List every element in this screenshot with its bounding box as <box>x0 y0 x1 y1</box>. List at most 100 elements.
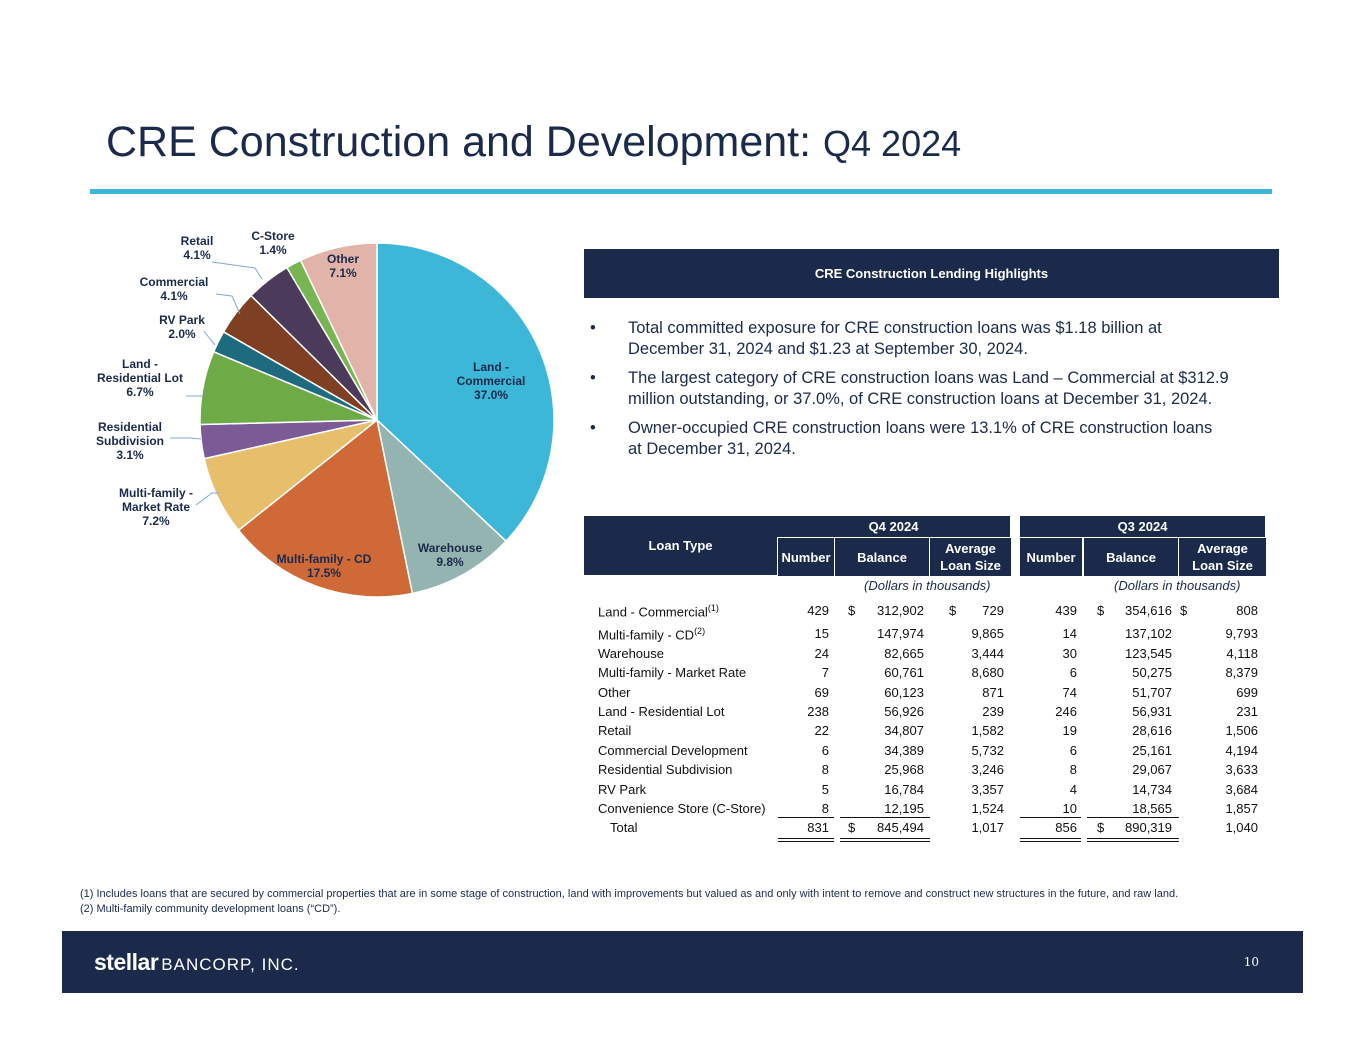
cell-q3-number: 4 <box>1069 781 1077 797</box>
cell-q3-avg: 1,506 <box>1225 723 1258 739</box>
logo-stellar: stellar <box>94 949 159 975</box>
cell-q3-balance: 25,161 <box>1132 742 1172 758</box>
table-row: Warehouse 24 82,665 3,444 30 123,545 4,118 <box>584 644 1284 663</box>
cell-q4-avg: 3,444 <box>971 645 1004 661</box>
cell-q3-avg: 699 <box>1236 684 1258 700</box>
row-label: Retail <box>598 723 632 739</box>
bullet-dot: • <box>590 369 596 387</box>
cell-q3-balance: 29,067 <box>1132 762 1172 778</box>
logo-bancorp: BANCORP, INC. <box>161 955 300 974</box>
footnotes: (1) Includes loans that are secured by c… <box>80 887 1178 917</box>
cell-q3-number: 246 <box>1055 704 1077 719</box>
cell-q4-avg: 729 <box>982 603 1004 618</box>
cell-q4-number: 7 <box>821 665 829 681</box>
total-underline <box>1020 838 1081 840</box>
cell-q4-number: 5 <box>821 781 829 797</box>
total-underline <box>1087 817 1179 819</box>
cell-q4-avg: 871 <box>982 684 1004 700</box>
q3-units-note: (Dollars in thousands) <box>1114 578 1241 593</box>
cell-q3-avg: 231 <box>1236 704 1258 719</box>
cell-q3-balance: 51,707 <box>1132 684 1172 700</box>
cell-q4-number: 238 <box>807 704 829 719</box>
cell-q3-number: 30 <box>1062 645 1077 661</box>
cell-q3-balance: 18,565 <box>1132 801 1172 816</box>
q3-number-header: Number <box>1020 538 1082 576</box>
pie-label-rv-park: RV Park 2.0% <box>159 313 205 341</box>
q4-balance-header: Balance <box>834 538 929 576</box>
row-label: Land - Commercial(1) <box>598 603 719 620</box>
pie-label-c-store: C-Store 1.4% <box>251 229 295 257</box>
cell-q3-number: 8 <box>1069 762 1077 778</box>
table-row: Total 831 845,494 1,017 856 890,319 1,040 $ $ <box>584 818 1284 837</box>
pie-label-land-commercial: Land -Commercial 37.0% <box>457 360 526 402</box>
cell-q4-avg: 1,582 <box>971 723 1004 739</box>
pie-slice-warehouse <box>375 417 508 595</box>
row-label: Convenience Store (C-Store) <box>598 801 766 816</box>
cell-q3-avg: 8,379 <box>1225 665 1258 681</box>
total-underline <box>1087 838 1179 840</box>
cell-q3-number: 6 <box>1069 665 1077 681</box>
highlight-bullet: • Owner-occupied CRE construction loans w… <box>590 418 1230 459</box>
cell-q4-balance: 312,902 <box>877 603 924 618</box>
table-row: RV Park 5 16,784 3,357 4 14,734 3,684 <box>584 780 1284 799</box>
q4-avg-header-line1: Average <box>945 541 996 556</box>
highlights-header: CRE Construction Lending Highlights <box>584 249 1279 298</box>
page-title-main: CRE Construction and Development: <box>106 118 812 166</box>
cell-q3-avg: 3,684 <box>1225 781 1258 797</box>
pie-chart: Land -Commercial 37.0% Warehouse 9.8% Multi-… <box>96 229 555 598</box>
row-label: Residential Subdivision <box>598 762 733 778</box>
pie-slice-land-commercial <box>376 242 555 543</box>
dollar-sign: $ <box>848 603 856 618</box>
table-row: Other 69 60,123 871 74 51,707 699 <box>584 683 1284 702</box>
dollar-sign: $ <box>1180 603 1188 618</box>
highlight-text: Owner-occupied CRE construction loans we… <box>628 419 1213 458</box>
table-row: Multi-family - CD(2) 15 147,974 9,865 14 137,… <box>584 624 1284 643</box>
cell-q4-avg: 239 <box>982 704 1004 719</box>
highlight-bullet: • Total committed exposure for CRE constr… <box>590 318 1230 359</box>
cell-q3-number: 14 <box>1062 626 1077 642</box>
cell-q4-avg: 5,732 <box>971 742 1004 758</box>
cell-q3-balance: 354,616 <box>1125 603 1172 618</box>
q3-header: Q3 2024 <box>1020 516 1265 537</box>
pie-label-other: Other 7.1% <box>327 252 359 280</box>
cell-q3-avg: 808 <box>1236 603 1258 618</box>
cell-q3-balance: 890,319 <box>1125 820 1172 836</box>
cell-q3-number: 6 <box>1069 742 1077 758</box>
cell-q4-balance: 82,665 <box>884 645 924 661</box>
cell-q3-avg: 1,857 <box>1225 801 1258 816</box>
table-row: Commercial Development 6 34,389 5,732 6 25,16… <box>584 741 1284 760</box>
cell-q4-balance: 60,761 <box>884 665 924 681</box>
total-underline <box>1087 841 1179 843</box>
cell-q4-balance: 12,195 <box>884 801 924 816</box>
cell-q3-number: 19 <box>1062 723 1077 739</box>
cell-q3-avg: 9,793 <box>1225 626 1258 642</box>
cell-q4-balance: 25,968 <box>884 762 924 778</box>
cell-q3-balance: 137,102 <box>1125 626 1172 642</box>
table-row: Land - Commercial(1) 429 312,902 729 439 354,… <box>584 601 1284 620</box>
cell-q4-balance: 16,784 <box>884 781 924 797</box>
table-row: Convenience Store (C-Store) 8 12,195 1,524 1… <box>584 799 1284 818</box>
total-underline <box>1020 817 1081 819</box>
dollar-sign: $ <box>848 820 856 836</box>
page-number: 10 <box>1243 955 1259 969</box>
cell-q3-balance: 56,931 <box>1132 704 1172 719</box>
cell-q4-avg: 8,680 <box>971 665 1004 681</box>
cell-q4-balance: 845,494 <box>877 820 924 836</box>
bullet-dot: • <box>590 419 596 437</box>
dollar-sign: $ <box>949 603 957 618</box>
cell-q4-balance: 147,974 <box>877 626 924 642</box>
cell-q4-number: 15 <box>814 626 829 642</box>
cell-q3-balance: 14,734 <box>1132 781 1172 797</box>
cell-q4-number: 429 <box>807 603 829 618</box>
cell-q4-avg: 3,246 <box>971 762 1004 778</box>
total-underline <box>840 817 930 819</box>
pie-label-multi-family-market-rate: Multi-family -Market Rate 7.2% <box>119 486 193 528</box>
q3-avg-header: Average Loan Size <box>1178 538 1266 576</box>
table-row: Land - Residential Lot 238 56,926 239 246 56,… <box>584 702 1284 721</box>
cell-q4-number: 24 <box>814 645 829 661</box>
footer-bar: stellar BANCORP, INC. 10 <box>62 931 1303 993</box>
cell-q3-avg: 1,040 <box>1225 820 1258 836</box>
cell-q4-avg: 1,524 <box>971 801 1004 816</box>
q3-avg-header-line1: Average <box>1197 541 1248 556</box>
cell-q3-number: 10 <box>1062 801 1077 816</box>
